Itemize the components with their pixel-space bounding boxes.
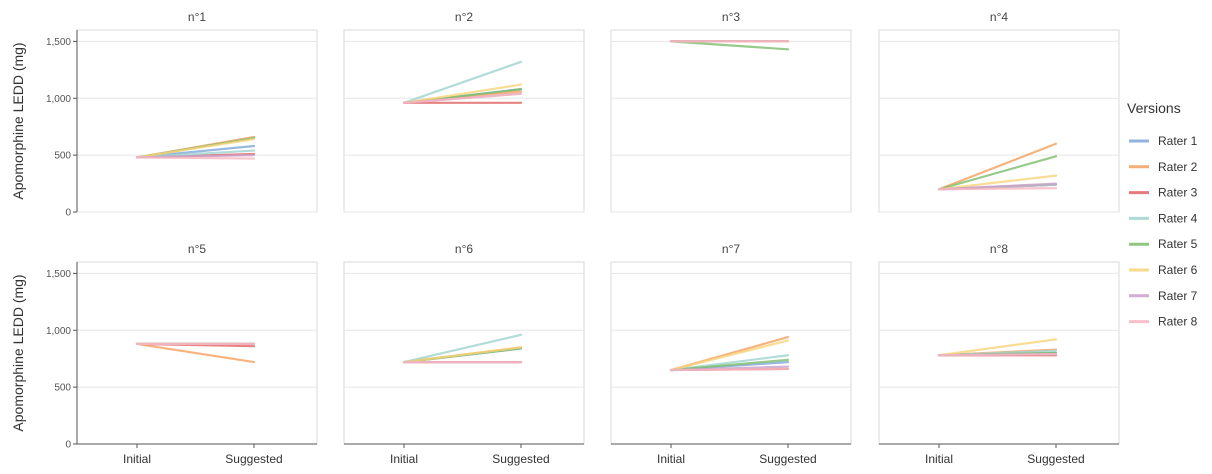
legend-title: Versions — [1127, 100, 1181, 116]
panel-5: n°5 0 500 1,000 1,500 Initial Suggested — [46, 242, 318, 466]
y-tick-label: 1,000 — [46, 326, 71, 337]
panel-title: n°1 — [188, 10, 206, 24]
legend-label: Rater 1 — [1158, 134, 1198, 148]
panel-frame — [76, 29, 318, 213]
y-tick-label: 500 — [54, 151, 71, 162]
panel-title: n°4 — [990, 10, 1008, 24]
series-line-rater-6 — [937, 174, 1058, 191]
panel-title: n°2 — [455, 10, 473, 24]
legend-label: Rater 8 — [1158, 315, 1198, 329]
series-line-rater-6 — [135, 138, 256, 159]
panel-8: n°8 Initial Suggested — [878, 242, 1120, 466]
series-line-rater-5 — [937, 155, 1058, 191]
panel-6: n°6 Initial Suggested — [343, 242, 585, 466]
panel-3: n°3 — [610, 10, 852, 213]
panel-4: n°4 — [878, 10, 1120, 213]
x-tick-label: Initial — [657, 452, 685, 466]
panel-2: n°2 — [343, 10, 585, 213]
legend-label: Rater 6 — [1158, 263, 1198, 277]
x-tick-label: Suggested — [1027, 452, 1084, 466]
x-tick-label: Suggested — [759, 452, 816, 466]
panel-title: n°3 — [722, 10, 740, 24]
y-tick-label: 0 — [65, 208, 71, 219]
x-tick-label: Initial — [123, 452, 151, 466]
panel-7: n°7 Initial Suggested — [610, 242, 852, 466]
series-line-rater-6 — [669, 339, 790, 372]
x-tick-label: Suggested — [492, 452, 549, 466]
legend-label: Rater 5 — [1158, 237, 1198, 251]
panel-1: n°1 0 500 1,000 1,500 — [46, 10, 318, 219]
series-line-rater-5 — [669, 358, 790, 372]
y-tick-label: 0 — [65, 440, 71, 451]
panel-title: n°5 — [188, 242, 206, 256]
x-tick-label: Initial — [925, 452, 953, 466]
panel-frame — [343, 261, 585, 445]
panel-title: n°6 — [455, 242, 473, 256]
y-axis-label: Apomorphine LEDD (mg) — [10, 274, 26, 431]
series-line-rater-4 — [402, 60, 523, 104]
legend-label: Rater 2 — [1158, 160, 1198, 174]
y-axis-label: Apomorphine LEDD (mg) — [10, 42, 26, 199]
series-line-rater-5 — [669, 40, 790, 51]
series-line-rater-6 — [402, 346, 523, 364]
y-tick-label: 1,500 — [46, 269, 71, 280]
x-tick-label: Suggested — [225, 452, 282, 466]
legend-label: Rater 4 — [1158, 211, 1198, 225]
legend-label: Rater 3 — [1158, 186, 1198, 200]
series-line-rater-2 — [937, 142, 1058, 191]
panel-title: n°8 — [990, 242, 1008, 256]
panel-frame — [343, 29, 585, 213]
panel-frame — [610, 29, 852, 213]
panel-title: n°7 — [722, 242, 740, 256]
panel-frame — [878, 29, 1120, 213]
series-line-rater-8 — [402, 92, 523, 104]
series-line-rater-2 — [135, 342, 256, 364]
series-line-rater-6 — [402, 83, 523, 104]
series-line-rater-8 — [135, 156, 256, 160]
y-tick-label: 1,000 — [46, 94, 71, 105]
series-line-rater-8 — [669, 367, 790, 372]
series-line-rater-8 — [937, 353, 1058, 357]
y-tick-label: 1,500 — [46, 37, 71, 48]
x-tick-label: Initial — [390, 452, 418, 466]
series-line-rater-4 — [402, 333, 523, 364]
series-line-rater-6 — [937, 338, 1058, 357]
legend: Versions Rater 1 Rater 2 Rater 3 Rater 4 Rate… — [1127, 100, 1198, 329]
series-line-rater-8 — [937, 187, 1058, 191]
y-tick-label: 500 — [54, 383, 71, 394]
legend-label: Rater 7 — [1158, 289, 1198, 303]
